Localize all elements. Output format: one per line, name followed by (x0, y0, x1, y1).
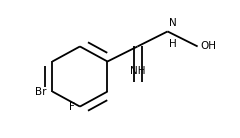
Text: Br: Br (35, 87, 47, 97)
Text: NH: NH (130, 66, 145, 76)
Text: N: N (169, 18, 177, 28)
Text: H: H (169, 39, 177, 49)
Text: OH: OH (200, 41, 216, 51)
Text: F: F (69, 102, 74, 112)
